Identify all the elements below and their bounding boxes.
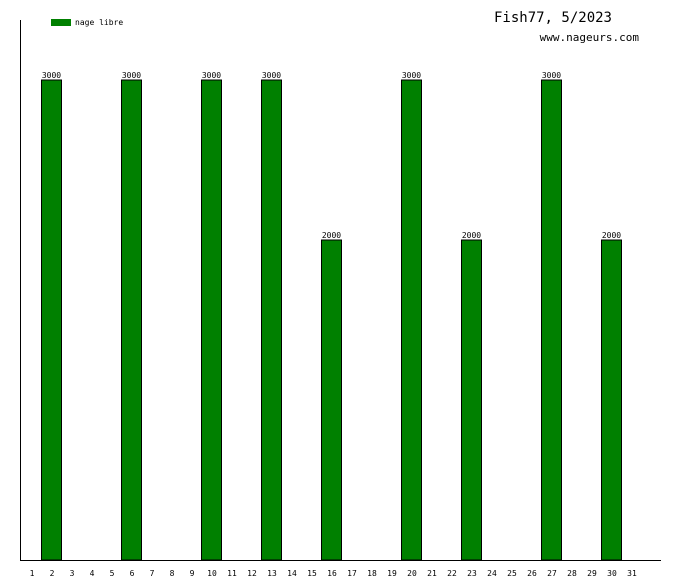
x-tick-label: 10 xyxy=(207,569,217,578)
x-tick-label: 4 xyxy=(90,569,95,578)
bar-value-label: 2000 xyxy=(462,231,481,240)
x-tick-label: 15 xyxy=(307,569,317,578)
chart-title: Fish77, 5/2023 xyxy=(494,10,612,26)
x-tick-label: 5 xyxy=(110,569,115,578)
bar-value-label: 3000 xyxy=(122,71,141,80)
x-tick-label: 25 xyxy=(507,569,517,578)
bar-value-label: 3000 xyxy=(202,71,221,80)
x-ticks-group: 1 2 3 4 5 6 7 8 9 10 11 12 13 14 15 16 17 18 19 20 21 22 23 24 2… xyxy=(30,569,637,578)
legend: nage libre xyxy=(51,18,123,27)
bars-group: 3000 3000 3000 3000 2000 3000 2000 3000 2000 xyxy=(41,71,622,561)
x-tick-label: 24 xyxy=(487,569,497,578)
x-tick-label: 12 xyxy=(247,569,257,578)
x-tick-label: 16 xyxy=(327,569,337,578)
x-tick-label: 30 xyxy=(607,569,617,578)
bar-value-label: 3000 xyxy=(542,71,561,80)
bar-value-label: 3000 xyxy=(402,71,421,80)
x-tick-label: 13 xyxy=(267,569,277,578)
x-tick-label: 7 xyxy=(150,569,155,578)
x-tick-label: 23 xyxy=(467,569,477,578)
bar xyxy=(541,79,562,561)
x-tick-label: 11 xyxy=(227,569,237,578)
x-tick-label: 3 xyxy=(70,569,75,578)
x-tick-label: 1 xyxy=(30,569,35,578)
bar-value-label: 3000 xyxy=(262,71,281,80)
x-tick-label: 19 xyxy=(387,569,397,578)
bar xyxy=(121,79,142,561)
x-tick-label: 9 xyxy=(190,569,195,578)
bar xyxy=(601,239,622,561)
bar-value-label: 2000 xyxy=(322,231,341,240)
x-tick-label: 31 xyxy=(627,569,637,578)
bar-value-label: 2000 xyxy=(602,231,621,240)
bar xyxy=(461,239,482,561)
x-tick-label: 20 xyxy=(407,569,417,578)
x-tick-label: 28 xyxy=(567,569,577,578)
x-tick-label: 8 xyxy=(170,569,175,578)
bar xyxy=(261,79,282,561)
x-tick-label: 6 xyxy=(130,569,135,578)
x-tick-label: 27 xyxy=(547,569,557,578)
x-tick-label: 26 xyxy=(527,569,537,578)
bar-value-label: 3000 xyxy=(42,71,61,80)
site-url: www.nageurs.com xyxy=(540,31,640,44)
bar xyxy=(401,79,422,561)
x-tick-label: 17 xyxy=(347,569,357,578)
bar xyxy=(201,79,222,561)
legend-label: nage libre xyxy=(75,18,123,27)
x-tick-label: 29 xyxy=(587,569,597,578)
bar xyxy=(41,79,62,561)
x-tick-label: 18 xyxy=(367,569,377,578)
bar xyxy=(321,239,342,561)
x-tick-label: 21 xyxy=(427,569,437,578)
legend-swatch xyxy=(51,19,71,26)
x-tick-label: 2 xyxy=(50,569,55,578)
x-tick-label: 22 xyxy=(447,569,457,578)
x-tick-label: 14 xyxy=(287,569,297,578)
